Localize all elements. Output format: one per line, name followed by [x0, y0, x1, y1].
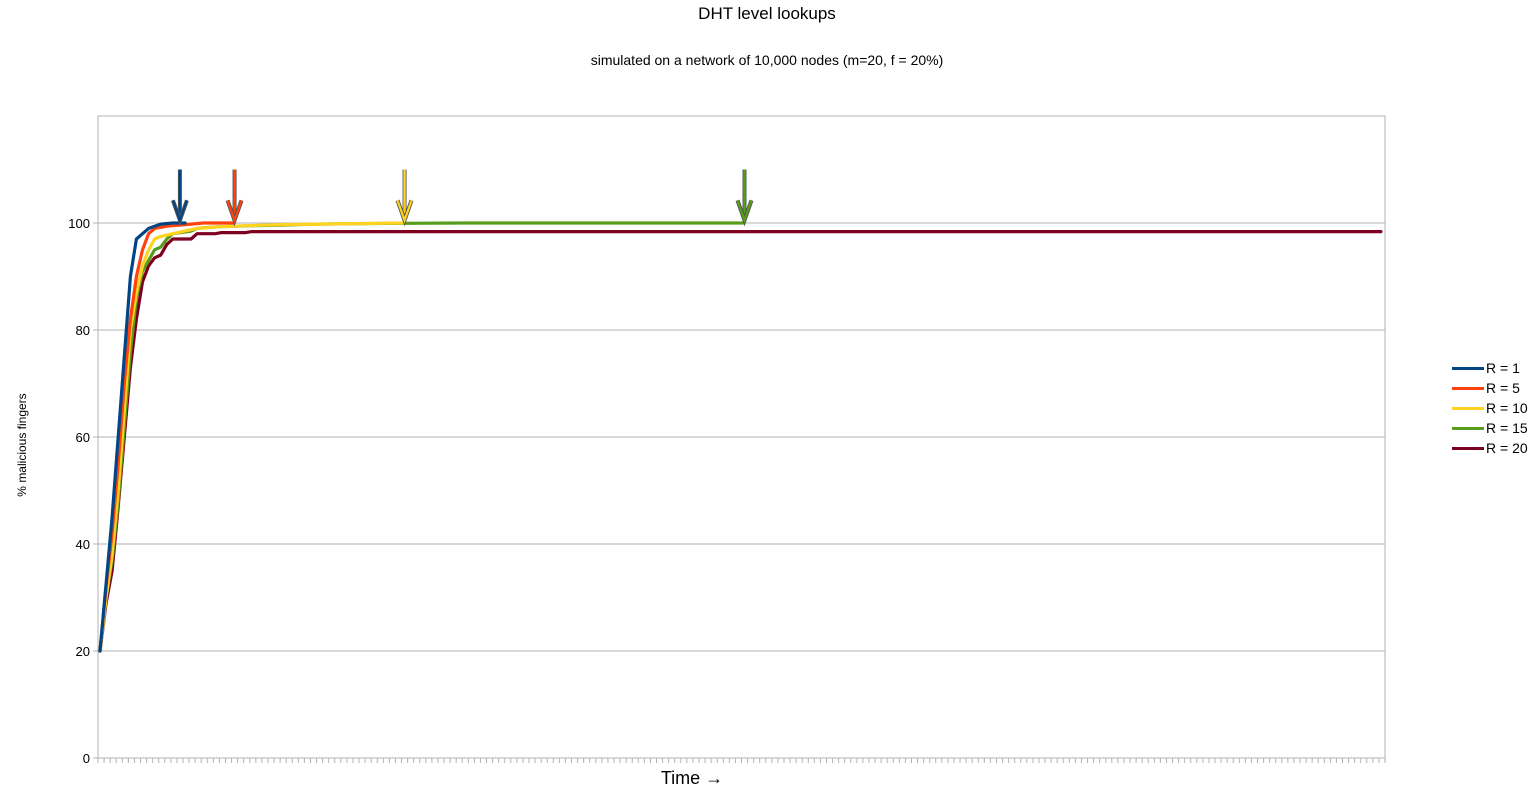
legend-label: R = 10: [1486, 400, 1528, 416]
end-marker-arrow-icon: [225, 169, 244, 227]
marker-layer: [171, 169, 754, 227]
x-axis-label: Time →: [660, 768, 724, 788]
legend-label: R = 5: [1486, 380, 1520, 396]
y-tick-label: 0: [83, 751, 90, 766]
legend-item: R = 1: [1452, 358, 1528, 378]
legend-label: R = 20: [1486, 440, 1528, 456]
series-line-r20: [98, 230, 1383, 653]
chart-subtitle: simulated on a network of 10,000 nodes (…: [590, 52, 944, 68]
chart-legend: R = 1 R = 5 R = 10 R = 15 R = 20: [1452, 358, 1528, 458]
legend-swatch: [1452, 426, 1484, 430]
y-tick-label: 80: [76, 323, 90, 338]
end-marker-arrow-icon: [735, 169, 754, 227]
end-marker-arrow-icon: [395, 169, 414, 227]
series-layer: [98, 221, 1383, 653]
y-tick-label: 20: [76, 644, 90, 659]
x-tick-layer: [97, 758, 1386, 763]
chart-title: DHT level lookups: [698, 4, 836, 23]
series-line-r1: [98, 221, 187, 653]
y-tick-label: 60: [76, 430, 90, 445]
legend-swatch: [1452, 366, 1484, 370]
legend-item: R = 20: [1452, 438, 1528, 458]
y-tick-label: 100: [68, 216, 90, 231]
legend-swatch: [1452, 406, 1484, 410]
legend-item: R = 10: [1452, 398, 1528, 418]
y-tick-layer: 0 20 40 60 80 100: [68, 216, 98, 766]
legend-item: R = 5: [1452, 378, 1528, 398]
y-tick-label: 40: [76, 537, 90, 552]
y-axis-label: % malicious fingers: [15, 393, 29, 497]
legend-item: R = 15: [1452, 418, 1528, 438]
legend-swatch: [1452, 386, 1484, 390]
legend-swatch: [1452, 446, 1484, 450]
end-marker-arrow-icon: [171, 169, 189, 227]
legend-label: R = 15: [1486, 420, 1528, 436]
series-line-r10: [98, 221, 406, 653]
legend-label: R = 1: [1486, 360, 1520, 376]
